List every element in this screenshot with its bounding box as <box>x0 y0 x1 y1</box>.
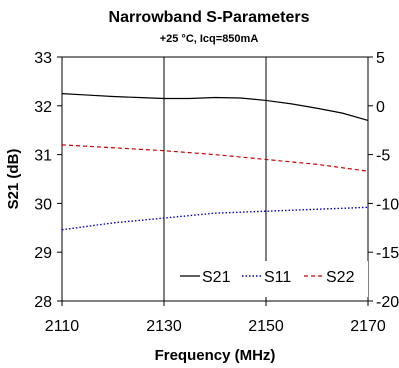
legend-label-s22: S22 <box>326 269 355 286</box>
y2-tick-label: -20 <box>376 294 399 311</box>
y-tick-label: 29 <box>34 245 52 262</box>
y2-tick-label: -10 <box>376 196 399 213</box>
legend-box <box>172 261 368 297</box>
series-line-s21 <box>61 93 369 122</box>
x-axis-label: Frequency (MHz) <box>155 347 276 364</box>
x-tick-label: 2130 <box>146 318 182 335</box>
x-tick-label: 2150 <box>248 318 284 335</box>
x-tick-label: 2170 <box>350 318 386 335</box>
y-tick-label: 33 <box>34 50 52 67</box>
series-layer <box>61 93 369 231</box>
y-axis-label: S21 (dB) <box>5 149 22 210</box>
y-tick-labels: 28 29 30 31 32 33 <box>34 50 52 311</box>
y2-tick-labels: -20 -15 -10 -5 0 5 <box>376 50 399 311</box>
legend-label-s21: S21 <box>202 269 231 286</box>
y2-tick-label: 0 <box>376 99 385 116</box>
y-tick-label: 28 <box>34 294 52 311</box>
grid <box>163 57 267 301</box>
tick-marks <box>57 56 373 306</box>
y2-tick-label: -15 <box>376 245 399 262</box>
x-tick-label: 2110 <box>45 318 80 335</box>
series-line-s22 <box>61 144 369 172</box>
series-line-s11 <box>61 206 369 231</box>
y2-tick-label: -5 <box>376 148 390 165</box>
legend: S21 S11 S22 <box>172 261 368 297</box>
plot-area <box>61 56 369 302</box>
y-tick-label: 32 <box>34 99 52 116</box>
y2-tick-label: 5 <box>376 50 385 67</box>
chart-title: Narrowband S-Parameters <box>109 9 310 26</box>
y-tick-label: 30 <box>34 196 52 213</box>
y-tick-label: 31 <box>34 148 52 165</box>
legend-label-s11: S11 <box>264 269 291 286</box>
chart-subtitle: +25 °C, Icq=850mA <box>160 33 259 45</box>
x-tick-labels: 2110 2130 2150 2170 <box>45 318 386 335</box>
